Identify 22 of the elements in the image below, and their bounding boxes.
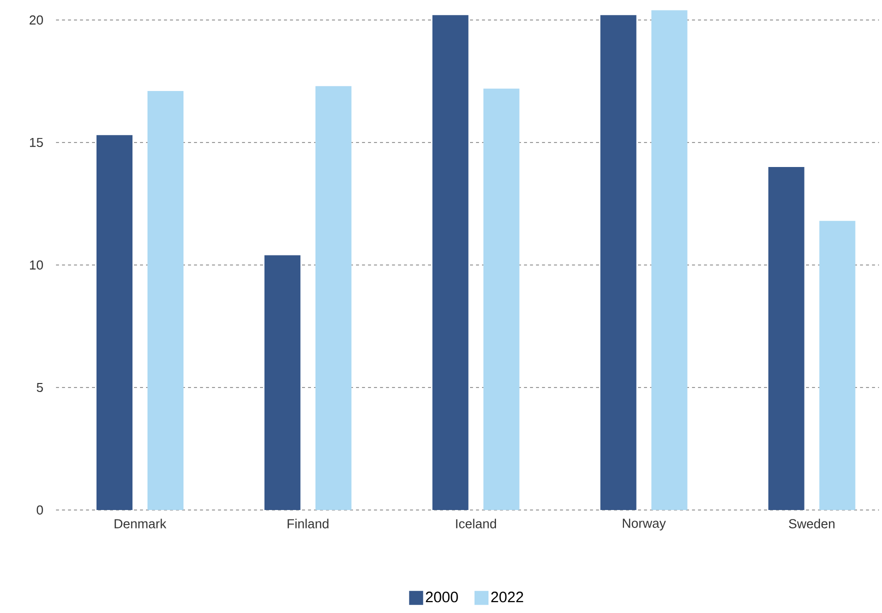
bar bbox=[315, 86, 352, 510]
x-tick-label: Iceland bbox=[456, 518, 496, 528]
bar bbox=[96, 135, 132, 510]
bar bbox=[432, 15, 468, 510]
y-tick-label: 0 bbox=[36, 505, 43, 515]
y-tick-label: 10 bbox=[30, 260, 43, 270]
bar bbox=[264, 255, 300, 510]
y-tick-label: 20 bbox=[30, 15, 43, 25]
bar bbox=[600, 15, 636, 510]
bar bbox=[819, 220, 856, 510]
x-tick-label: Norway bbox=[622, 518, 666, 530]
bar bbox=[147, 91, 184, 510]
legend-label: 2022 bbox=[491, 592, 524, 602]
bar bbox=[768, 166, 804, 510]
x-tick-label: Finland bbox=[288, 518, 328, 528]
x-tick-label: Denmark bbox=[114, 518, 166, 528]
bar bbox=[651, 10, 688, 510]
x-tick-label: Sweden bbox=[788, 518, 834, 528]
y-tick-label: 15 bbox=[30, 138, 43, 148]
y-tick-label: 5 bbox=[36, 382, 43, 392]
bar bbox=[483, 88, 520, 510]
legend-label: 2000 bbox=[426, 592, 458, 602]
